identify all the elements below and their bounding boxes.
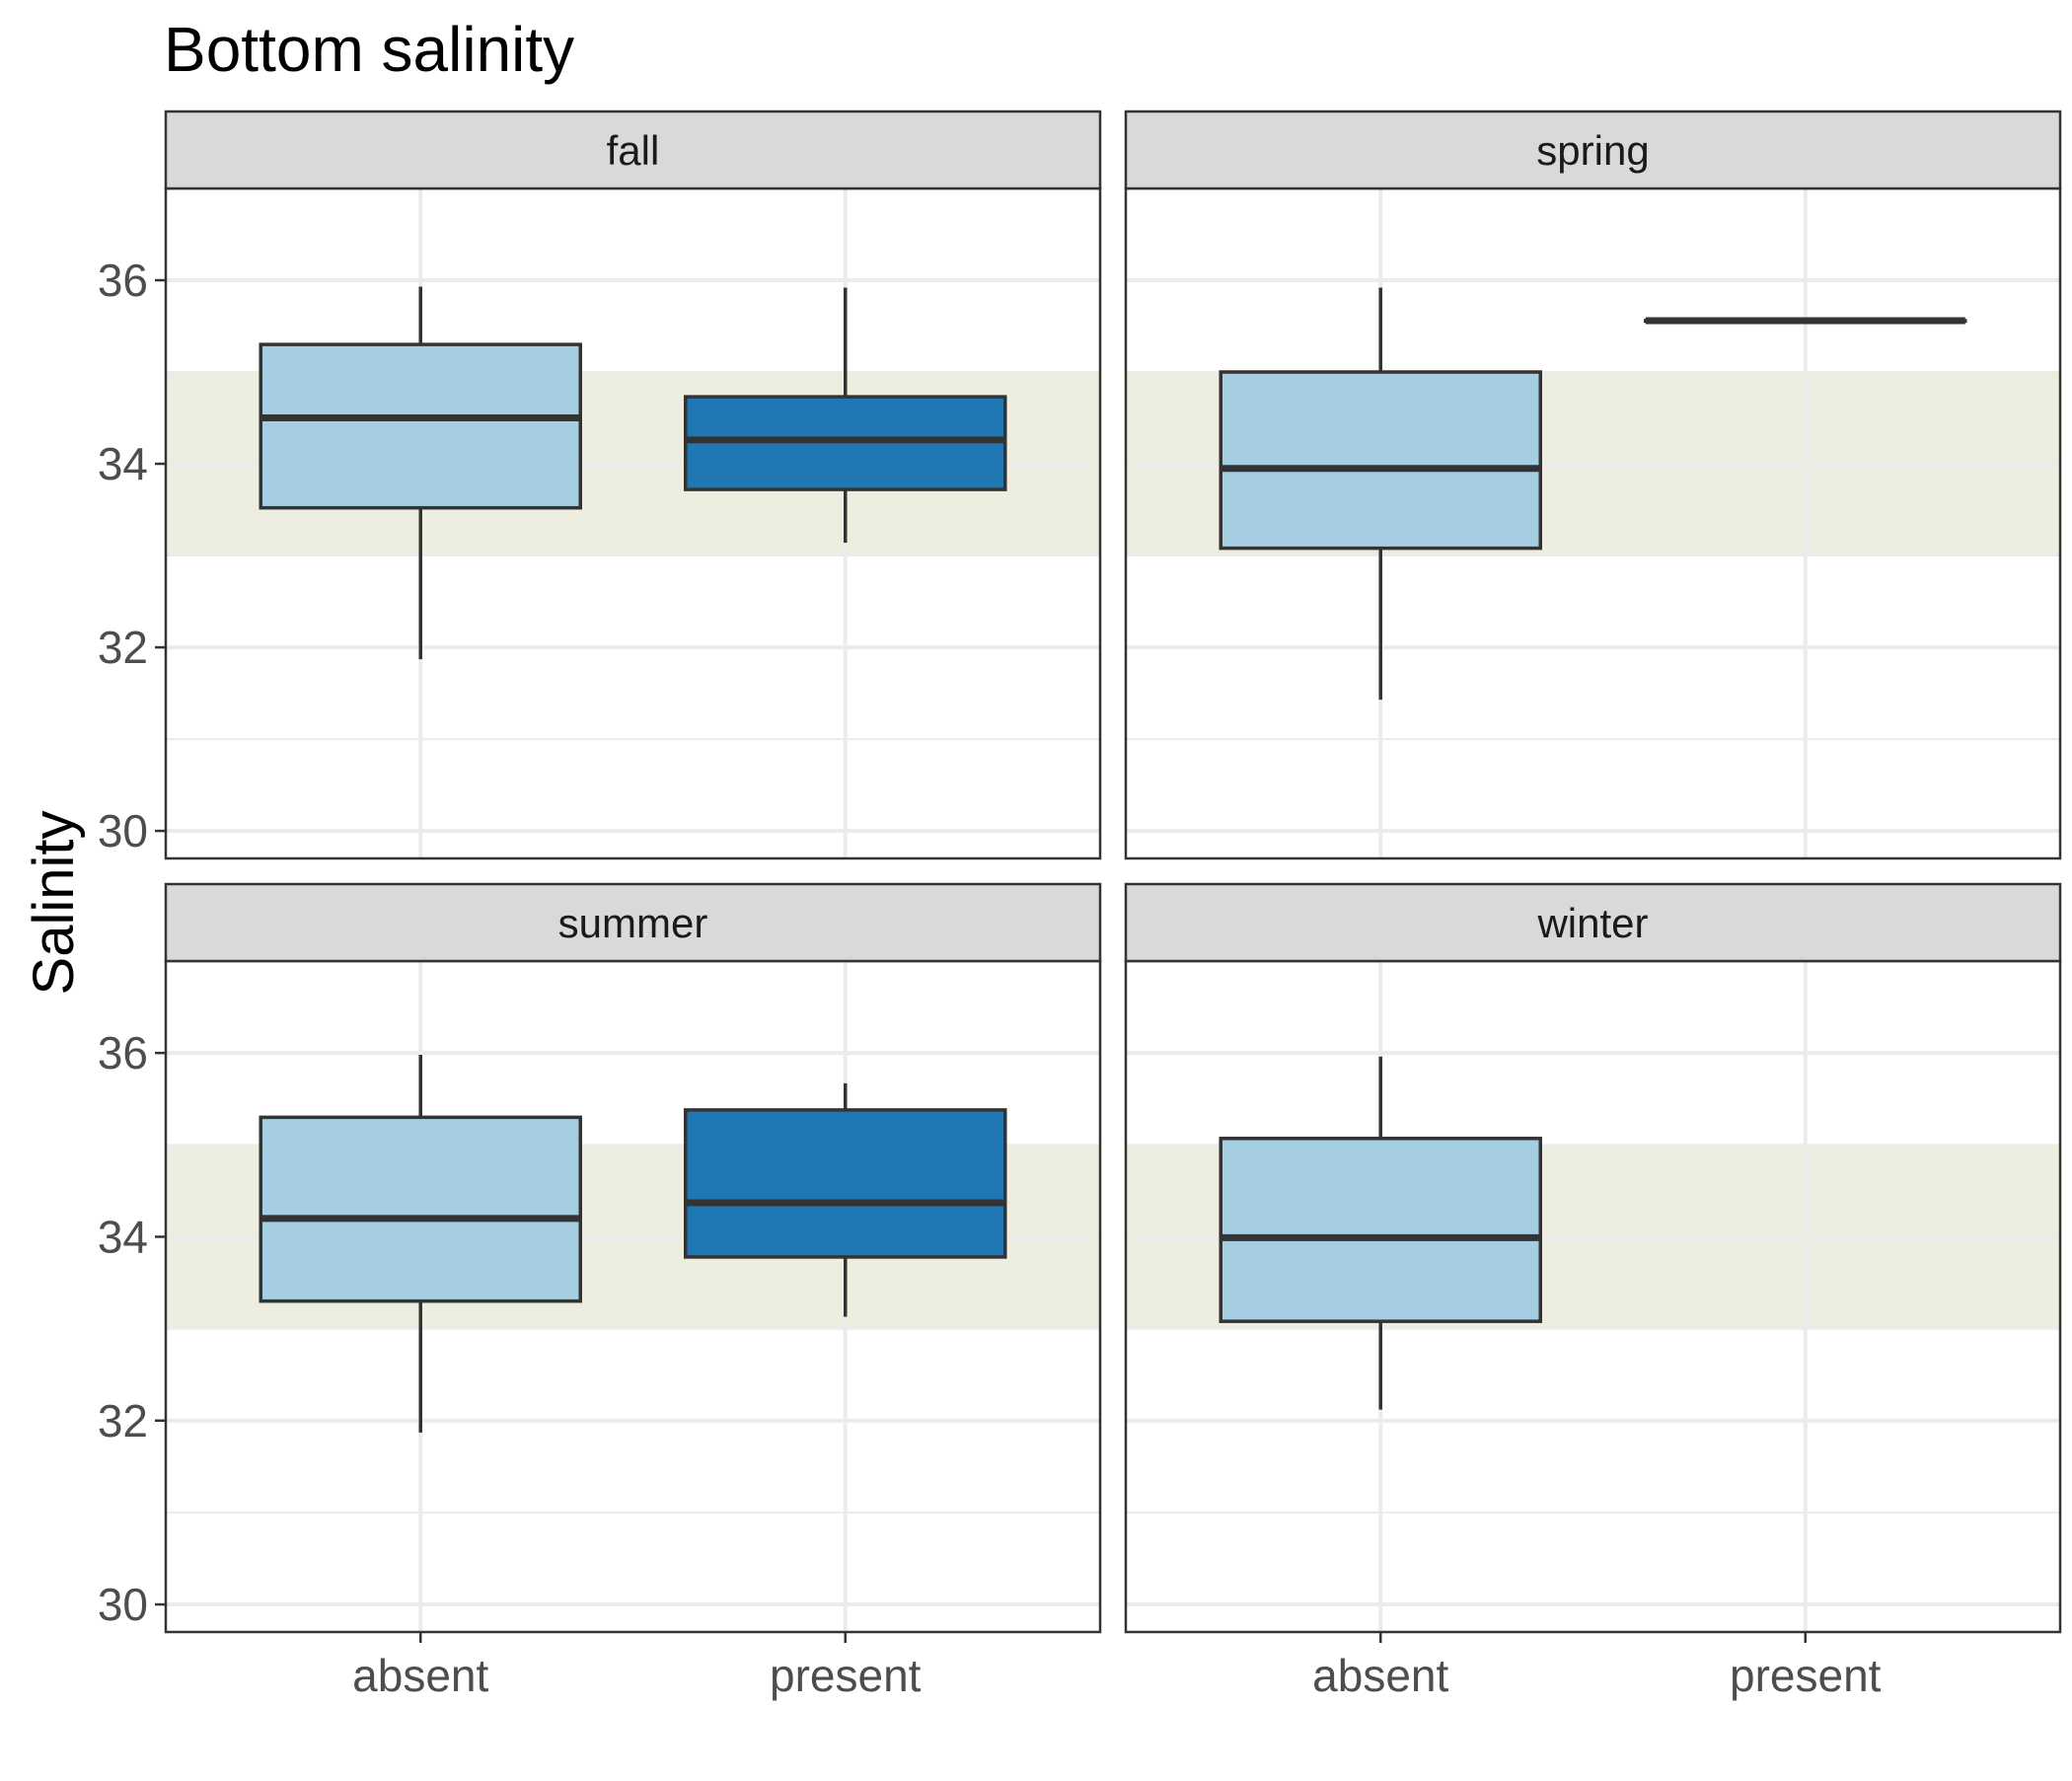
y-tick-label: 36 — [98, 255, 148, 306]
y-tick-label: 32 — [98, 1395, 148, 1447]
chart-title: Bottom salinity — [164, 14, 574, 85]
x-tick-label: present — [1730, 1650, 1882, 1701]
facet-strip-label: spring — [1536, 127, 1649, 174]
facet-strip — [1124, 882, 2062, 963]
facet-strip-label: fall — [607, 127, 660, 174]
x-tick-label: absent — [352, 1650, 488, 1701]
y-tick-label: 34 — [98, 438, 148, 489]
facet-panels: fall 30 32 34 36 spring summer 30 32 34 36 absent pr… — [98, 110, 2062, 1701]
facet-strip-label: summer — [558, 900, 708, 946]
y-tick-label: 30 — [98, 1579, 148, 1630]
box-iqr — [1219, 1137, 1542, 1323]
x-tick-label: absent — [1312, 1650, 1448, 1701]
y-tick-label: 36 — [98, 1027, 148, 1078]
facet-strip — [1124, 110, 2062, 190]
box-iqr — [684, 1108, 1007, 1259]
boxplot-winter-absent — [1219, 1056, 1542, 1410]
boxplot-spring-absent — [1219, 287, 1542, 701]
facet-strip — [164, 882, 1102, 963]
facet-panel-fall: fall 30 32 34 36 — [98, 110, 1102, 860]
y-tick-label: 30 — [98, 805, 148, 856]
boxplot-summer-absent — [259, 1055, 582, 1433]
facet-panel-winter: winter absent present — [1124, 882, 2062, 1701]
facet-panel-summer: summer 30 32 34 36 absent present — [98, 882, 1102, 1701]
facet-strip — [164, 110, 1102, 190]
boxplot-summer-present — [684, 1082, 1007, 1317]
boxplot-fall-absent — [259, 286, 582, 660]
y-axis-title: Salinity — [22, 811, 86, 996]
boxplot-fall-present — [684, 287, 1007, 544]
x-tick-label: present — [770, 1650, 922, 1701]
box-iqr — [259, 1115, 582, 1303]
box-iqr — [259, 342, 582, 510]
y-tick-label: 32 — [98, 622, 148, 673]
facet-panel-spring: spring — [1124, 110, 2062, 860]
y-tick-label: 34 — [98, 1211, 148, 1262]
facet-strip-label: winter — [1536, 900, 1648, 946]
boxplot-spring-present — [1644, 317, 1967, 325]
box-iqr — [1219, 370, 1542, 551]
